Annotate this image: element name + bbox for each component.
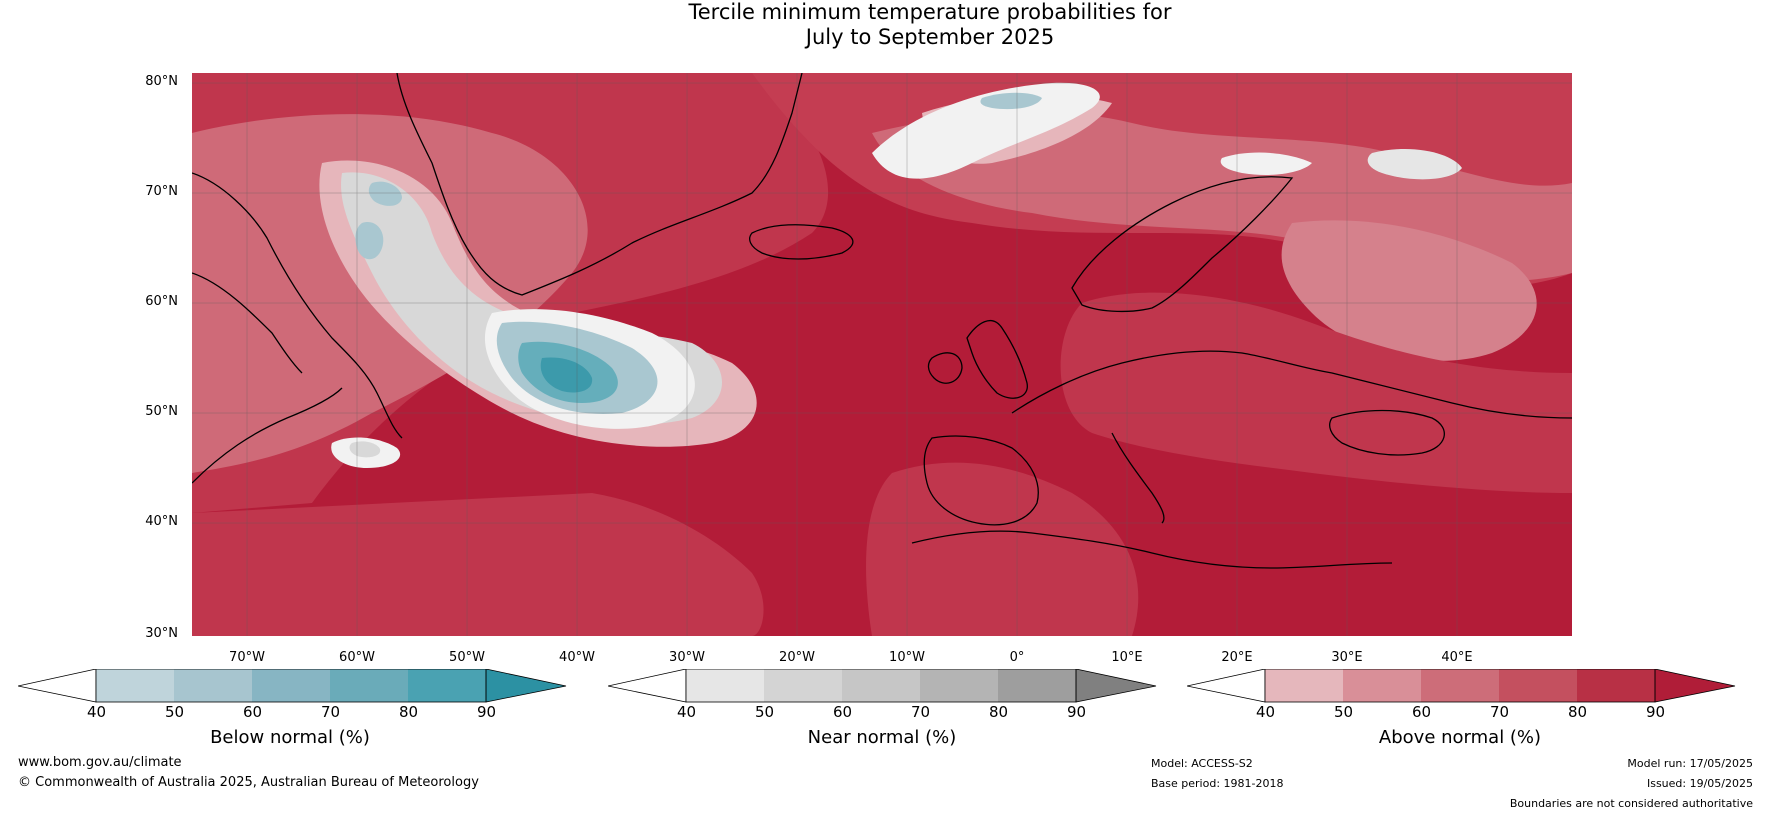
colorbar-near-svg	[607, 668, 1157, 703]
region-near-normal-arctic	[872, 82, 1100, 179]
colorbar-above-swatch-50	[1343, 669, 1421, 702]
lat-label-50n: 50°N	[145, 404, 178, 419]
colorbar-above-tick-70: 70	[1490, 703, 1510, 721]
lon-label-0: 0°	[1009, 650, 1025, 665]
colorbar-near-tick-90: 90	[1067, 703, 1087, 721]
colorbar-above-svg	[1186, 668, 1736, 703]
probability-map	[191, 72, 1573, 636]
colorbar-near-tick-40: 40	[677, 703, 697, 721]
lat-label-80n: 80°N	[145, 74, 178, 89]
lon-label-40e: 40°E	[1441, 650, 1473, 665]
lon-label-10w: 10°W	[889, 650, 925, 665]
footer-base-period: Base period: 1981-2018	[1151, 777, 1284, 790]
colorbar-near-label: Near normal (%)	[807, 727, 957, 748]
colorbar-below-tick-90: 90	[477, 703, 497, 721]
colorbar-near-swatch-40	[686, 669, 764, 702]
footer-model-run: Model run: 17/05/2025	[1627, 757, 1753, 770]
colorbar-above-low-extend	[1186, 668, 1266, 703]
region-above-80-atlantic-south	[192, 493, 764, 636]
colorbar-below-high-extend	[485, 668, 567, 703]
colorbar-above-tick-80: 80	[1568, 703, 1588, 721]
lon-label-60w: 60°W	[339, 650, 375, 665]
lat-label-40n: 40°N	[145, 514, 178, 529]
lon-label-70w: 70°W	[229, 650, 265, 665]
colorbar-near-swatch-80	[998, 669, 1076, 702]
colorbar-near-swatch-60	[842, 669, 920, 702]
region-above-80-europe	[1060, 292, 1572, 493]
colorbar-below-swatch-80	[408, 669, 486, 702]
colorbar-below-swatch-70	[330, 669, 408, 702]
coastlines	[191, 72, 1573, 569]
colorbar-near-low-extend	[607, 668, 687, 703]
colorbar-below-tick-50: 50	[165, 703, 185, 721]
colorbar-above-swatch-40	[1265, 669, 1343, 702]
lon-label-20w: 20°W	[779, 650, 815, 665]
region-below-normal-svalbard	[980, 92, 1042, 110]
lat-label-60n: 60°N	[145, 294, 178, 309]
colorbar-below-tick-60: 60	[243, 703, 263, 721]
colorbar-below-tick-40: 40	[87, 703, 107, 721]
colorbar-near-tick-60: 60	[833, 703, 853, 721]
colorbar-below-normal	[17, 668, 568, 709]
colorbar-above-swatch-60	[1421, 669, 1499, 702]
colorbar-near-swatch-70	[920, 669, 998, 702]
colorbar-above-high-extend	[1654, 668, 1736, 703]
lon-label-30e: 30°E	[1331, 650, 1363, 665]
colorbar-above-tick-60: 60	[1412, 703, 1432, 721]
colorbar-above-normal	[1186, 668, 1737, 709]
footer-disclaimer: Boundaries are not considered authoritat…	[1509, 797, 1753, 810]
region-near-normal-kara	[1367, 148, 1462, 180]
footer-copyright: © Commonwealth of Australia 2025, Austra…	[18, 775, 479, 790]
footer-model: Model: ACCESS-S2	[1151, 757, 1253, 770]
colorbar-near-tick-80: 80	[989, 703, 1009, 721]
region-below-normal-80	[540, 357, 593, 393]
lon-label-40w: 40°W	[559, 650, 595, 665]
colorbar-near-swatch-50	[764, 669, 842, 702]
colorbar-below-tick-70: 70	[321, 703, 341, 721]
colorbar-above-tick-90: 90	[1646, 703, 1666, 721]
colorbar-below-swatch-40	[96, 669, 174, 702]
lon-label-10e: 10°E	[1111, 650, 1143, 665]
region-below-normal-baffin	[368, 181, 402, 206]
region-above-80-iberia	[866, 462, 1139, 636]
colorbar-above-tick-50: 50	[1334, 703, 1354, 721]
colorbar-above-label: Above normal (%)	[1378, 727, 1542, 748]
colorbar-above-swatch-80	[1577, 669, 1655, 702]
colorbar-below-swatch-50	[174, 669, 252, 702]
chart-title-line1: Tercile minimum temperature probabilitie…	[688, 0, 1172, 24]
lon-label-50w: 50°W	[449, 650, 485, 665]
region-above-60-russia	[1281, 220, 1537, 361]
colorbar-near-normal	[607, 668, 1158, 709]
colorbar-near-high-extend	[1075, 668, 1157, 703]
chart-title: Tercile minimum temperature probabilitie…	[0, 0, 1770, 50]
chart-title-line2: July to September 2025	[805, 25, 1055, 49]
lon-label-20e: 20°E	[1221, 650, 1253, 665]
colorbar-below-tick-80: 80	[399, 703, 419, 721]
map-svg	[191, 72, 1573, 636]
colorbar-above-swatch-70	[1499, 669, 1577, 702]
lat-label-70n: 70°N	[145, 184, 178, 199]
colorbar-below-label: Below normal (%)	[210, 727, 370, 748]
colorbar-above-tick-40: 40	[1256, 703, 1276, 721]
colorbar-below-svg	[17, 668, 567, 703]
region-near-normal-barents	[1220, 152, 1312, 175]
colorbar-near-tick-70: 70	[911, 703, 931, 721]
lat-label-30n: 30°N	[145, 626, 178, 641]
region-below-normal-baffin-2	[355, 222, 384, 260]
colorbar-below-low-extend	[17, 668, 97, 703]
lon-label-30w: 30°W	[669, 650, 705, 665]
colorbar-below-swatch-60	[252, 669, 330, 702]
colorbar-near-tick-50: 50	[755, 703, 775, 721]
footer-issued: Issued: 19/05/2025	[1646, 777, 1753, 790]
footer-website: www.bom.gov.au/climate	[18, 755, 182, 770]
